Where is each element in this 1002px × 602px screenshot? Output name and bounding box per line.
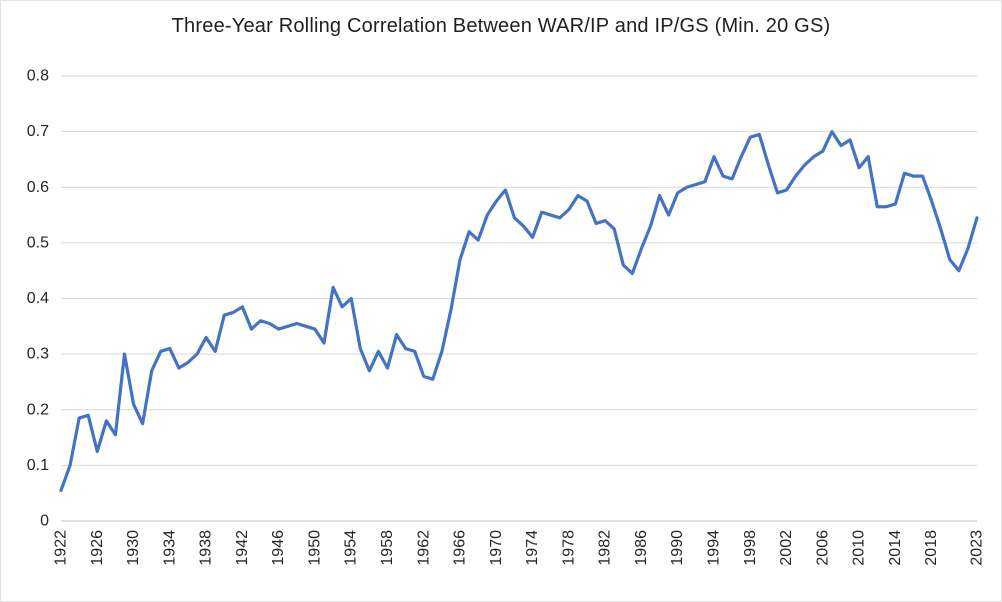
x-axis-tick-label: 1946 <box>270 530 287 566</box>
x-axis-tick-label: 1922 <box>53 530 70 566</box>
x-axis-tick-label: 1986 <box>633 530 650 566</box>
y-axis-tick-label: 0.4 <box>27 290 49 307</box>
x-axis-tick-label: 1930 <box>125 530 142 566</box>
x-axis-tick-label: 2010 <box>851 530 868 566</box>
y-axis-tick-label: 0.3 <box>27 346 49 363</box>
x-axis-tick-label: 1954 <box>343 530 360 566</box>
x-axis-tick-label: 2002 <box>778 530 795 566</box>
y-axis-tick-label: 0.8 <box>27 68 49 85</box>
x-axis-tick-label: 1926 <box>89 530 106 566</box>
x-axis-tick-label: 1982 <box>597 530 614 566</box>
y-axis-tick-label: 0.6 <box>27 179 49 196</box>
chart-title: Three-Year Rolling Correlation Between W… <box>171 15 831 37</box>
data-line-series <box>59 130 979 493</box>
x-axis-tick-label: 2006 <box>814 530 831 566</box>
x-axis-tick-label: 2018 <box>923 530 940 566</box>
x-axis-tick-label: 1978 <box>560 530 577 566</box>
x-axis-tick-label: 1990 <box>669 530 686 566</box>
y-axis-tick-label: 0.1 <box>27 457 49 474</box>
x-axis-tick-label: 1934 <box>161 530 178 566</box>
x-axis-tick-label: 1998 <box>742 530 759 566</box>
x-axis-tick-label: 1958 <box>379 530 396 566</box>
x-axis-tick-label: 1966 <box>452 530 469 566</box>
x-axis-tick-label: 2014 <box>887 530 904 566</box>
x-axis-tick-label: 1974 <box>524 530 541 566</box>
y-axis-tick-label: 0.2 <box>27 401 49 418</box>
x-axis-tick-label: 1950 <box>306 530 323 566</box>
y-axis-tick-label: 0.5 <box>27 234 49 251</box>
x-axis-tick-label: 2023 <box>969 530 986 566</box>
x-axis-tick-label: 1942 <box>234 530 251 566</box>
x-axis-tick-label: 1962 <box>415 530 432 566</box>
x-axis-tick-label: 1938 <box>198 530 215 566</box>
y-axis-tick-label: 0.7 <box>27 123 49 140</box>
x-axis-tick-label: 1994 <box>705 530 722 566</box>
y-axis-tick-label: 0 <box>40 513 49 530</box>
x-axis-tick-label: 1970 <box>488 530 505 566</box>
